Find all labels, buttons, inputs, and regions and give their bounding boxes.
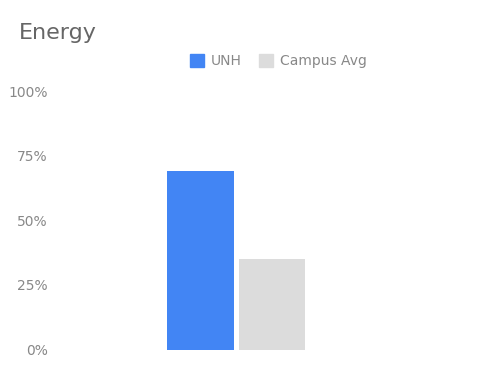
Bar	[167, 171, 234, 350]
Text: Energy: Energy	[19, 23, 97, 43]
Bar	[239, 259, 305, 350]
Legend: UNH, Campus Avg: UNH, Campus Avg	[185, 49, 372, 74]
